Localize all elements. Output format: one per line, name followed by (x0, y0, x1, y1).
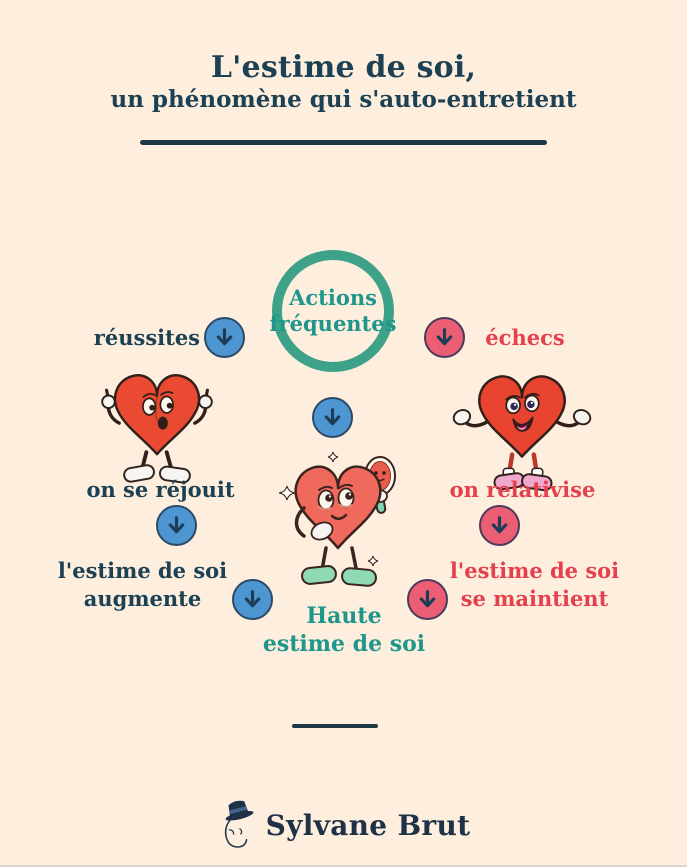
down-arrow-icon (491, 516, 508, 534)
down-arrow-badge-left-top (204, 317, 245, 358)
label-haute-estime: Haute estime de soi (244, 602, 444, 658)
cheerful-heart-icon (101, 374, 213, 484)
heart-with-mirror-icon (278, 451, 396, 587)
down-arrow-badge-left-middle (156, 505, 197, 546)
label-estime-augmente-line1: l'estime de soi (57, 558, 228, 583)
label-estime-maintient: l'estime de soi se maintient (432, 557, 637, 613)
down-arrow-badge-right-top (424, 317, 465, 358)
down-arrow-badge-right-bottom (407, 579, 448, 620)
label-estime-maintient-line1: l'estime de soi (449, 558, 620, 583)
down-arrow-icon (436, 328, 453, 346)
down-arrow-badge-left-bottom (232, 579, 273, 620)
down-arrow-icon (324, 408, 341, 426)
label-haute-line2: estime de soi (262, 631, 426, 657)
brand-footer: Sylvane Brut (0, 796, 687, 854)
footer-divider (292, 724, 378, 728)
label-estime-augmente-line2: augmente (83, 586, 202, 611)
page-title: L'estime de soi, (210, 50, 477, 85)
actions-label-line1: Actions (289, 285, 377, 310)
label-on-relativise: on relativise (449, 477, 596, 502)
actions-label-line2: fréquentes (269, 311, 397, 336)
header-divider (140, 140, 547, 145)
page-subtitle: un phénomène qui s'auto-entretient (110, 86, 577, 113)
label-estime-augmente: l'estime de soi augmente (40, 557, 245, 613)
down-arrow-icon (244, 590, 261, 608)
down-arrow-badge-right-middle (479, 505, 520, 546)
shrugging-heart-icon (452, 375, 592, 492)
brand-name: Sylvane Brut (265, 808, 471, 842)
down-arrow-icon (216, 328, 233, 346)
down-arrow-icon (168, 516, 185, 534)
label-echecs: échecs (485, 325, 565, 350)
label-estime-maintient-line2: se maintient (460, 586, 609, 611)
actions-frequentes-circle: Actions fréquentes (269, 250, 397, 372)
label-on-se-rejouit: on se réjouit (86, 477, 235, 502)
label-reussites: réussites (93, 325, 200, 350)
label-haute-line1: Haute (306, 603, 382, 629)
down-arrow-badge-center (312, 397, 353, 438)
top-hat-person-logo-icon (224, 800, 254, 848)
down-arrow-icon (419, 590, 436, 608)
